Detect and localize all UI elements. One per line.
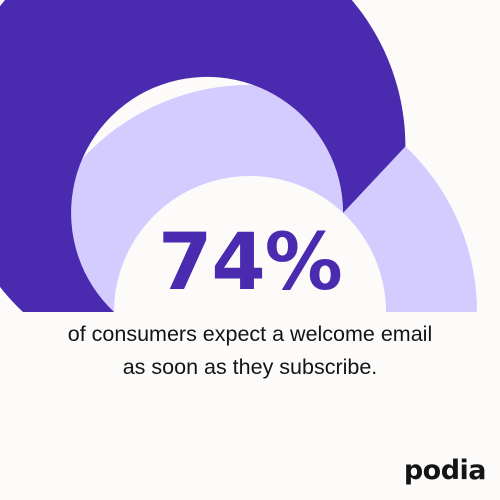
gauge-caption: of consumers expect a welcome email as s…	[67, 322, 433, 379]
gauge-value-label: 74%	[158, 218, 343, 308]
gauge-filled-arc	[0, 0, 406, 312]
podia-logo: podia	[403, 455, 487, 486]
